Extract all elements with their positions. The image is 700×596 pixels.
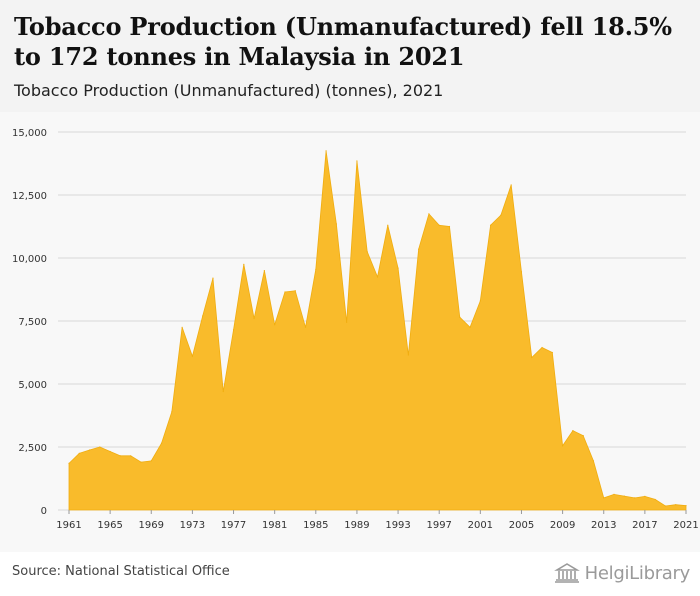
data-point bbox=[232, 329, 235, 331]
x-tick-label: 2005 bbox=[509, 520, 534, 531]
x-tick-label: 1997 bbox=[426, 520, 451, 531]
data-point bbox=[150, 460, 152, 462]
data-point bbox=[356, 160, 358, 162]
data-point bbox=[448, 225, 451, 228]
y-tick-label: 5,000 bbox=[18, 380, 47, 391]
data-point bbox=[99, 446, 101, 448]
page-title: Tobacco Production (Unmanufactured) fell… bbox=[14, 12, 672, 71]
data-point bbox=[490, 224, 492, 226]
y-tick-label: 2,500 bbox=[18, 443, 47, 454]
data-point bbox=[376, 276, 379, 278]
data-point bbox=[418, 248, 420, 250]
data-point bbox=[551, 351, 553, 354]
x-tick-label: 2013 bbox=[591, 520, 616, 531]
data-point bbox=[438, 224, 440, 226]
area-series bbox=[68, 150, 687, 511]
data-point bbox=[469, 326, 471, 328]
data-point bbox=[387, 224, 389, 226]
x-tick-label: 1961 bbox=[56, 520, 81, 531]
data-point bbox=[459, 316, 461, 318]
data-point bbox=[603, 497, 605, 499]
data-point bbox=[685, 505, 687, 507]
data-point bbox=[397, 267, 399, 269]
data-point bbox=[284, 291, 286, 293]
data-point bbox=[633, 497, 636, 499]
y-tick-label: 15,000 bbox=[12, 128, 47, 139]
data-point bbox=[294, 290, 296, 292]
x-axis-tick-labels: 1961 1965 1969 1973 1977 1981 1985 1989 1993 1997… bbox=[56, 510, 699, 531]
y-axis-tick-labels: 0 2,500 5,000 7,500 10,000 12,500 15,000 bbox=[12, 128, 47, 517]
data-point bbox=[88, 449, 91, 451]
data-point bbox=[140, 461, 142, 463]
chart-subtitle: Tobacco Production (Unmanufactured) (ton… bbox=[14, 81, 444, 100]
data-point bbox=[263, 270, 265, 272]
x-tick-label: 2021 bbox=[673, 520, 698, 531]
data-point bbox=[130, 455, 132, 457]
x-tick-label: 1965 bbox=[97, 520, 122, 531]
data-point bbox=[654, 498, 656, 501]
data-point bbox=[520, 271, 523, 273]
data-point bbox=[304, 326, 307, 328]
data-point bbox=[428, 213, 430, 215]
data-point bbox=[181, 326, 183, 328]
data-point bbox=[479, 300, 481, 302]
data-point bbox=[243, 263, 245, 265]
y-tick-label: 10,000 bbox=[12, 254, 47, 265]
data-point bbox=[541, 346, 543, 349]
data-point bbox=[346, 321, 348, 323]
footer: Source: National Statistical Office Helg… bbox=[0, 552, 700, 596]
data-point bbox=[592, 460, 595, 462]
data-point bbox=[366, 251, 368, 253]
data-point bbox=[274, 324, 276, 326]
data-point bbox=[644, 495, 646, 497]
y-tick-label: 12,500 bbox=[12, 191, 47, 202]
data-point bbox=[572, 430, 574, 432]
data-point bbox=[222, 390, 224, 393]
data-point bbox=[191, 355, 193, 357]
brand-logo[interactable]: HelgiLibrary bbox=[553, 558, 690, 588]
x-tick-label: 1985 bbox=[303, 520, 328, 531]
data-point bbox=[500, 214, 502, 216]
data-point bbox=[315, 268, 317, 270]
data-point bbox=[613, 493, 615, 495]
data-point bbox=[407, 354, 409, 356]
data-point bbox=[171, 411, 173, 413]
data-point bbox=[335, 223, 337, 225]
x-tick-label: 2017 bbox=[632, 520, 657, 531]
x-tick-label: 1993 bbox=[385, 520, 410, 531]
data-point bbox=[325, 150, 327, 152]
x-tick-label: 2009 bbox=[550, 520, 575, 531]
x-tick-label: 1981 bbox=[262, 520, 287, 531]
header: Tobacco Production (Unmanufactured) fell… bbox=[0, 0, 700, 112]
series-layer bbox=[68, 150, 687, 511]
data-point bbox=[664, 505, 667, 507]
data-point bbox=[562, 445, 564, 447]
data-point bbox=[675, 504, 677, 506]
chart-area: 0 2,500 5,000 7,500 10,000 12,500 15,000 1961 1… bbox=[0, 112, 700, 552]
data-point bbox=[68, 462, 70, 464]
x-tick-label: 1989 bbox=[344, 520, 369, 531]
data-point bbox=[212, 277, 214, 279]
brand-name: HelgiLibrary bbox=[584, 562, 691, 584]
library-building-icon bbox=[553, 563, 580, 583]
source-note: Source: National Statistical Office bbox=[12, 564, 230, 579]
data-point bbox=[202, 315, 204, 317]
x-tick-label: 1973 bbox=[180, 520, 205, 531]
y-tick-label: 7,500 bbox=[18, 317, 47, 328]
data-point bbox=[531, 356, 533, 359]
x-tick-label: 2001 bbox=[468, 520, 493, 531]
data-point bbox=[109, 450, 111, 453]
x-tick-label: 1969 bbox=[139, 520, 164, 531]
data-point bbox=[119, 455, 122, 457]
x-tick-label: 1977 bbox=[221, 520, 246, 531]
data-point bbox=[623, 495, 625, 497]
data-point bbox=[582, 435, 584, 437]
data-point bbox=[78, 452, 80, 454]
data-point bbox=[510, 184, 512, 186]
data-point bbox=[160, 442, 163, 444]
y-tick-label: 0 bbox=[41, 506, 47, 517]
data-point bbox=[253, 317, 255, 320]
